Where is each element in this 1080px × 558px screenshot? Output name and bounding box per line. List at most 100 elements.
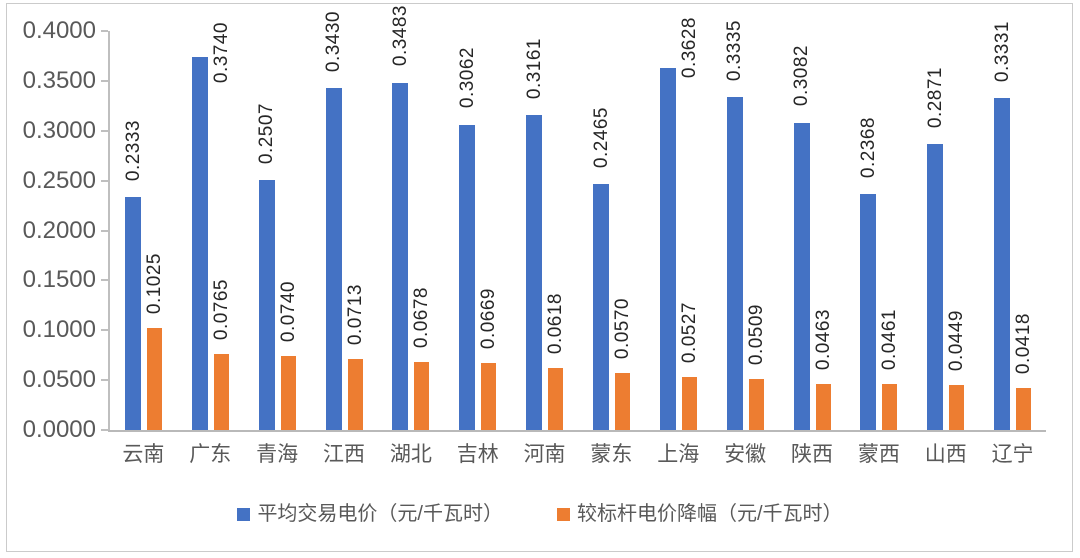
bar-price-reduction (280, 356, 296, 430)
y-axis-line (108, 31, 110, 430)
x-axis-label: 安徽 (724, 443, 767, 466)
bar-value-label-avg-price: 0.3335 (724, 20, 746, 82)
y-axis-tick-label: 0.0500 (22, 366, 96, 394)
bar-value-label-avg-price: 0.3082 (791, 45, 813, 107)
y-axis-tick (101, 329, 108, 332)
bar-price-reduction (1016, 388, 1032, 430)
y-axis-tick (101, 79, 108, 82)
x-axis-label: 蒙东 (590, 443, 633, 466)
bar-value-label-reduction: 0.0618 (545, 293, 567, 355)
bar-value-label-avg-price: 0.3161 (523, 37, 545, 99)
bar-avg-transaction-price (593, 184, 609, 430)
y-axis-tick (101, 30, 108, 32)
bar-price-reduction (615, 373, 630, 430)
x-axis-label: 广东 (189, 443, 232, 466)
bar-avg-transaction-price (392, 82, 409, 430)
bar-value-label-reduction: 0.0418 (1013, 313, 1035, 375)
category-cell: 0.3430 0.0713 (311, 11, 378, 430)
bar-value-label-avg-price: 0.3430 (323, 10, 345, 72)
y-axis-tick (101, 229, 108, 232)
bar-price-reduction (213, 353, 229, 430)
x-axis-label: 山西 (924, 443, 967, 466)
legend-swatch-avg-price (237, 507, 251, 521)
bar-value-label-reduction: 0.0740 (277, 281, 299, 343)
y-axis-tick-label: 0.3000 (22, 116, 96, 144)
y-axis-tick-label: 0.1000 (22, 316, 96, 344)
bar-value-label-avg-price: 0.2333 (122, 120, 144, 182)
category-cell: 0.3082 0.0463 (779, 31, 846, 430)
bar-value-label-avg-price: 0.3628 (678, 16, 700, 79)
bar-value-label-reduction: 0.0570 (612, 298, 633, 360)
x-axis-label: 上海 (657, 443, 700, 466)
y-axis-tick-label: 0.1500 (22, 266, 96, 294)
x-axis-label: 陕西 (790, 443, 833, 466)
legend-item-avg-price: 平均交易电价（元/千瓦时） (237, 502, 503, 526)
bar-price-reduction (147, 327, 162, 430)
bar-price-reduction (748, 379, 764, 430)
plot-area: 0.4000 0.3500 0.3000 0.2500 0.2000 0.1500 0.10… (23, 5, 1046, 442)
legend-label: 平均交易电价（元/千瓦时） (257, 503, 503, 525)
category-cell: 0.2465 0.0570 (578, 31, 645, 430)
bar-price-reduction (681, 377, 697, 430)
category-cell: 0.3483 0.0678 (377, 5, 444, 430)
legend-label: 较标杆电价降幅（元/千瓦时） (577, 503, 843, 525)
bar-value-label-reduction: 0.0463 (812, 308, 834, 370)
x-axis-line (108, 430, 1046, 432)
x-axis-label: 云南 (122, 443, 165, 466)
category-cell: 0.2871 0.0449 (912, 31, 979, 430)
y-axis-tick (101, 179, 108, 182)
legend-item-reduction: 较标杆电价降幅（元/千瓦时） (557, 502, 843, 526)
y-axis-tick (101, 429, 108, 431)
bar-avg-transaction-price (459, 124, 476, 430)
y-axis-tick-label: 0.0000 (22, 416, 96, 443)
x-axis-label: 青海 (256, 443, 299, 466)
bar-value-label-avg-price: 0.3331 (991, 20, 1013, 82)
bar-avg-transaction-price (927, 143, 944, 430)
bar-avg-transaction-price (994, 97, 1011, 430)
bar-value-label-reduction: 0.1025 (144, 252, 165, 314)
category-cell: 0.3161 0.0618 (511, 31, 578, 430)
bar-price-reduction (815, 383, 831, 430)
y-axis-tick (101, 129, 108, 132)
bar-value-label-reduction: 0.0765 (210, 278, 232, 340)
x-axis-label: 河南 (523, 443, 566, 466)
category-cell: 0.3628 0.0527 (645, 17, 712, 430)
bar-value-label-avg-price: 0.3483 (389, 5, 411, 67)
bar-value-label-avg-price: 0.2507 (256, 102, 278, 164)
bar-avg-transaction-price (125, 197, 141, 430)
x-axis-label: 蒙西 (857, 443, 900, 466)
category-cell: 0.3331 0.0418 (979, 21, 1046, 430)
bar-price-reduction (548, 368, 564, 430)
category-cell: 0.2368 0.0461 (845, 31, 912, 430)
bar-price-reduction (949, 385, 965, 430)
bar-value-label-avg-price: 0.3740 (210, 21, 232, 83)
bar-avg-transaction-price (726, 97, 743, 430)
bar-value-label-avg-price: 0.2368 (857, 116, 879, 178)
bar-avg-transaction-price (860, 193, 877, 430)
bar-price-reduction (882, 384, 898, 430)
bar-avg-transaction-price (659, 68, 676, 430)
bar-value-label-avg-price: 0.2465 (590, 107, 612, 169)
bar-value-label-reduction: 0.0669 (478, 288, 500, 350)
category-cell: 0.2507 0.0740 (244, 31, 311, 430)
category-cell: 0.2333 0.1025 (110, 31, 177, 430)
bar-value-label-avg-price: 0.2871 (924, 66, 946, 128)
category-cell: 0.3740 0.0765 (177, 22, 244, 430)
y-axis-tick-label: 0.4000 (22, 17, 96, 44)
x-axis-labels: 云南 广东 青海 江西 湖北 吉林 河南 蒙东 上海 安徽 陕西 蒙西 山西 辽宁 (110, 442, 1046, 470)
category-cell: 0.3062 0.0669 (444, 31, 511, 430)
y-axis-tick-label: 0.3500 (22, 66, 96, 94)
bar-avg-transaction-price (191, 56, 208, 430)
bar-avg-transaction-price (526, 114, 543, 430)
category-cell: 0.3335 0.0509 (712, 20, 779, 430)
bar-avg-transaction-price (793, 122, 810, 430)
bar-price-reduction (347, 358, 363, 430)
y-axis-tick-label: 0.2500 (22, 166, 96, 194)
x-axis-label: 江西 (322, 443, 365, 466)
bar-value-label-reduction: 0.0527 (678, 302, 700, 364)
bar-avg-transaction-price (325, 87, 342, 430)
x-axis-label: 辽宁 (991, 443, 1034, 466)
y-axis-tick (101, 279, 108, 282)
bar-price-reduction (481, 363, 497, 430)
